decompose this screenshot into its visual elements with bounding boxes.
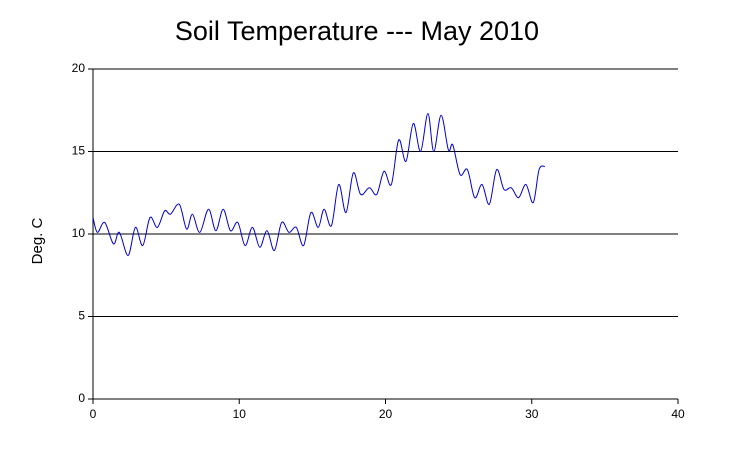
x-tick-label: 0 [90,407,97,421]
y-tick-label: 20 [72,61,86,75]
y-tick-label: 10 [72,226,86,240]
y-tick-label: 0 [78,391,85,405]
chart-title: Soil Temperature --- May 2010 [175,16,539,46]
x-tick-label: 20 [379,407,393,421]
x-tick-label: 30 [525,407,539,421]
data-line [92,113,546,256]
y-tick-label: 5 [78,309,85,323]
x-tick-label: 10 [233,407,247,421]
y-tick-label: 15 [72,144,86,158]
y-axis-label: Deg. C [29,217,46,264]
x-tick-label: 40 [671,407,685,421]
